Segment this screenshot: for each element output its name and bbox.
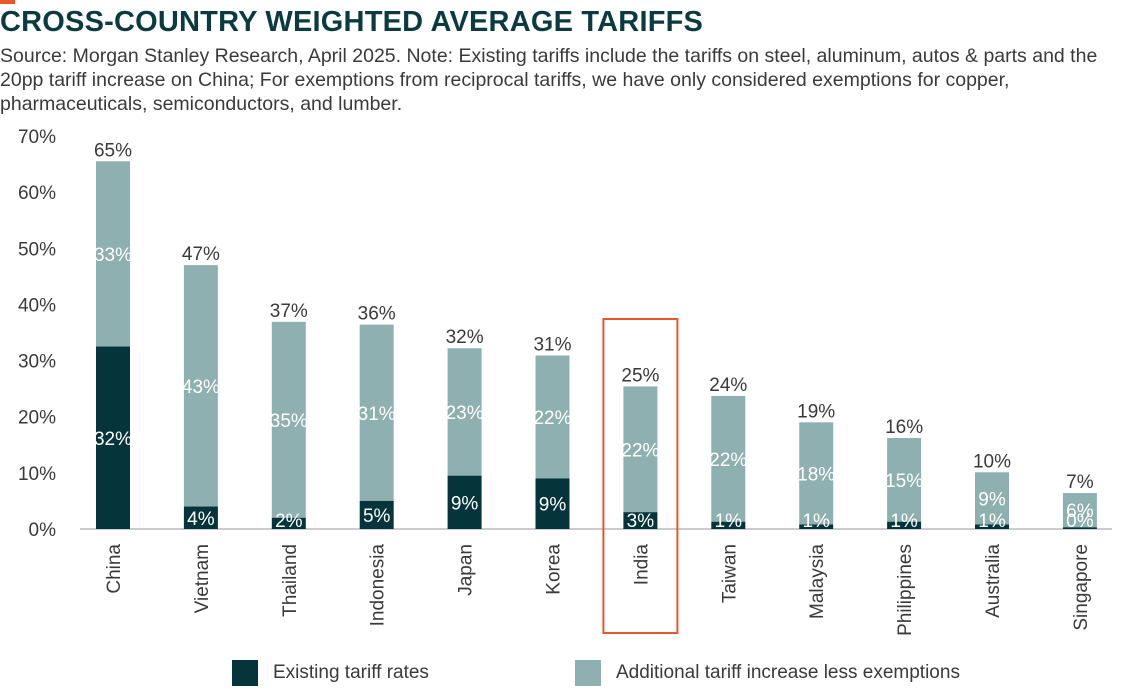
data-label-existing: 9% <box>539 495 567 516</box>
x-tick-label: Vietnam <box>192 544 213 613</box>
bar-segment-additional <box>623 386 658 513</box>
bar-segment-additional <box>975 472 1009 525</box>
accent-bar <box>0 0 15 4</box>
x-tick-label: Singapore <box>1071 544 1092 631</box>
x-tick-label: China <box>104 544 125 594</box>
x-tick-label: Thailand <box>280 544 301 617</box>
data-label-additional: 6% <box>1066 501 1094 522</box>
data-label-existing: 0% <box>1066 511 1094 532</box>
total-label: 47% <box>182 244 220 265</box>
bar-segment-additional <box>359 324 394 501</box>
y-tick-label: 60% <box>18 183 56 204</box>
total-label: 19% <box>797 401 835 422</box>
data-label-existing: 1% <box>802 511 830 532</box>
data-label-additional: 35% <box>270 411 308 432</box>
chart-title: CROSS-COUNTRY WEIGHTED AVERAGE TARIFFS <box>0 6 704 38</box>
data-label-existing: 1% <box>715 511 743 532</box>
bar-segment-additional <box>183 265 218 507</box>
x-tick-label: Japan <box>456 544 477 596</box>
legend-swatch-additional <box>575 660 601 686</box>
x-tick-label: Taiwan <box>719 544 740 603</box>
data-label-additional: 15% <box>885 471 923 492</box>
chart-subtitle: Source: Morgan Stanley Research, April 2… <box>0 45 1098 115</box>
y-tick-label: 30% <box>18 352 56 373</box>
legend-item-additional: Additional tariff increase less exemptio… <box>575 660 960 686</box>
data-label-additional: 31% <box>358 404 396 425</box>
x-tick-label: Indonesia <box>368 544 389 627</box>
x-tick-label: Korea <box>544 544 565 595</box>
data-label-additional: 22% <box>709 450 747 471</box>
data-label-existing: 32% <box>94 429 132 450</box>
total-label: 24% <box>709 375 747 396</box>
x-tick-label: Malaysia <box>807 544 828 619</box>
y-tick-label: 20% <box>18 408 56 429</box>
bar-segment-existing <box>271 517 306 529</box>
data-label-additional: 22% <box>621 440 659 461</box>
bar-segment-additional <box>447 348 482 476</box>
total-label: 25% <box>621 365 659 386</box>
x-tick-label: India <box>631 544 652 586</box>
total-label: 32% <box>446 327 484 348</box>
data-label-existing: 5% <box>363 506 391 527</box>
bar-segment-existing <box>96 346 130 529</box>
bar-segment-existing <box>887 521 922 529</box>
data-label-existing: 1% <box>978 511 1006 532</box>
bar-segment-existing <box>711 521 746 529</box>
bar-segment-additional <box>887 438 922 522</box>
data-label-additional: 23% <box>446 403 484 424</box>
bar-segment-additional <box>271 321 306 518</box>
data-label-additional: 9% <box>978 489 1006 510</box>
bar-segment-existing <box>799 524 834 529</box>
y-tick-label: 0% <box>29 520 57 541</box>
data-label-additional: 18% <box>797 464 835 485</box>
highlight-box <box>602 318 679 634</box>
bar-segment-existing <box>1062 527 1097 529</box>
total-label: 31% <box>533 335 571 356</box>
data-label-existing: 9% <box>451 493 479 514</box>
bar-segment-additional <box>799 422 834 525</box>
data-label-additional: 43% <box>182 377 220 398</box>
stacked-bar-chart: 0% 10% 20% 30% 40% 50% 60% 70% 65% 33% 32% China 47%… <box>18 127 1112 636</box>
legend: Existing tariff rates Additional tariff … <box>0 660 1136 690</box>
data-label-existing: 1% <box>890 511 918 532</box>
x-tick-label: Australia <box>983 544 1004 618</box>
total-label: 16% <box>885 417 923 438</box>
bar-segment-additional <box>96 161 130 347</box>
bar-segment-additional <box>711 395 746 522</box>
bar-segment-existing <box>535 478 570 529</box>
total-label: 10% <box>973 451 1011 472</box>
bar-segment-additional <box>535 355 570 479</box>
legend-label-additional: Additional tariff increase less exemptio… <box>616 662 960 683</box>
y-tick-label: 70% <box>18 127 56 148</box>
total-label: 36% <box>358 304 396 325</box>
data-label-existing: 3% <box>627 511 655 532</box>
total-label: 65% <box>94 140 132 161</box>
data-label-additional: 33% <box>94 245 132 266</box>
total-label: 37% <box>270 301 308 322</box>
legend-swatch-existing <box>232 660 258 686</box>
y-tick-label: 50% <box>18 239 56 260</box>
bar-segment-additional <box>1062 493 1097 528</box>
data-label-existing: 4% <box>187 509 215 530</box>
bar-segment-existing <box>183 506 218 529</box>
data-label-additional: 22% <box>533 408 571 429</box>
bar-segment-existing <box>447 475 482 529</box>
y-tick-label: 10% <box>18 464 56 485</box>
bar-segment-existing <box>359 500 394 529</box>
x-tick-label: Philippines <box>895 544 916 636</box>
y-tick-label: 40% <box>18 295 56 316</box>
legend-item-existing: Existing tariff rates <box>232 660 429 686</box>
bar-segment-existing <box>975 524 1009 529</box>
data-label-existing: 2% <box>275 511 303 532</box>
bar-segment-existing <box>623 512 658 529</box>
total-label: 7% <box>1066 472 1094 493</box>
legend-label-existing: Existing tariff rates <box>273 662 429 683</box>
